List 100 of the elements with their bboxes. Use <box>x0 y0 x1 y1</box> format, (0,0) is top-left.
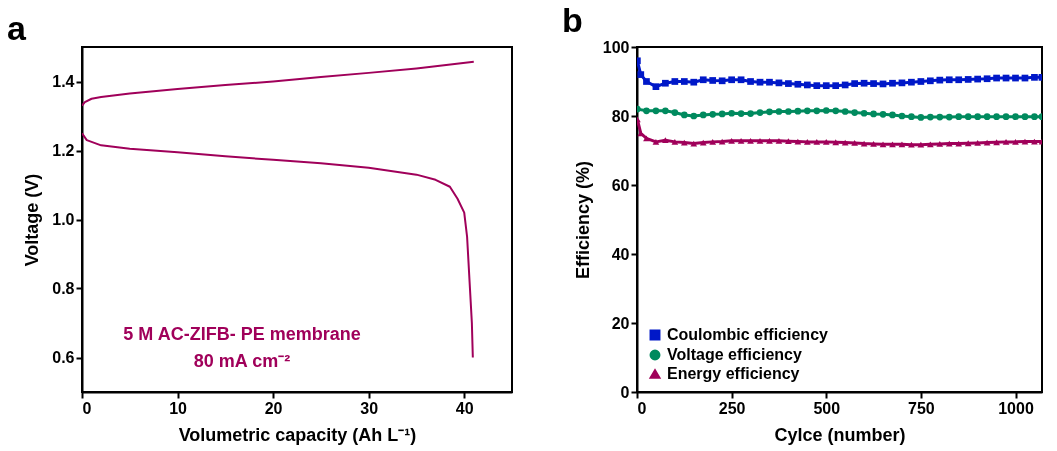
point <box>889 141 896 148</box>
point <box>1002 113 1010 121</box>
point <box>926 77 934 85</box>
point <box>728 137 735 144</box>
point <box>974 140 982 146</box>
point <box>917 141 925 148</box>
point <box>983 113 991 121</box>
point <box>671 78 679 85</box>
y-tick-label: 40 <box>611 245 630 263</box>
point <box>662 107 669 115</box>
point <box>803 81 811 89</box>
point <box>756 78 764 86</box>
x-tick-label: 0 <box>637 399 647 417</box>
point <box>889 79 896 87</box>
point <box>983 75 991 83</box>
point <box>860 140 868 147</box>
annotation: 5 M AC-ZIFB- PE membrane <box>123 324 361 344</box>
point <box>737 76 745 84</box>
point <box>1002 138 1010 145</box>
point <box>680 78 688 85</box>
point <box>690 78 698 86</box>
point <box>851 109 858 116</box>
point <box>822 82 830 89</box>
point <box>803 138 811 145</box>
x-tick-label: 750 <box>908 399 935 417</box>
point <box>775 108 783 115</box>
point <box>699 111 707 119</box>
point <box>766 137 773 144</box>
point <box>1012 138 1019 145</box>
point <box>898 112 906 120</box>
point <box>671 109 679 116</box>
x-axis-title: Volumetric capacity (Ah L⁻¹) <box>178 424 417 445</box>
point <box>851 80 858 87</box>
point <box>993 74 1000 82</box>
point <box>737 137 745 144</box>
y-tick-label: 0.8 <box>52 280 75 297</box>
point <box>917 78 925 85</box>
point <box>747 137 754 144</box>
point <box>775 137 783 144</box>
y-tick-label: 1.4 <box>52 73 75 90</box>
point <box>974 75 982 83</box>
x-tick-label: 10 <box>169 399 188 417</box>
point <box>652 138 660 145</box>
point <box>756 109 764 116</box>
point <box>1021 113 1029 121</box>
x-tick-label: 1000 <box>998 399 1034 417</box>
point <box>841 108 849 115</box>
point <box>671 138 679 145</box>
point <box>709 110 717 118</box>
point <box>785 138 792 145</box>
point <box>747 110 754 117</box>
point <box>1031 74 1038 81</box>
y-tick-label: 0 <box>620 383 630 401</box>
point <box>756 137 764 144</box>
point <box>879 110 887 118</box>
point <box>908 113 915 121</box>
point <box>813 82 821 89</box>
point <box>936 113 944 121</box>
point <box>690 112 698 120</box>
x-axis-title: Cylce (number) <box>774 424 906 445</box>
point <box>803 107 811 115</box>
point <box>860 109 868 117</box>
x-tick-label: 30 <box>360 399 379 417</box>
point <box>832 82 840 89</box>
point <box>945 113 953 121</box>
legend-label: Energy efficiency <box>667 365 800 382</box>
y-axis-title: Voltage (V) <box>22 173 43 267</box>
point <box>851 140 858 146</box>
point <box>690 140 698 147</box>
point <box>728 76 735 84</box>
point <box>813 107 821 115</box>
x-tick-label: 500 <box>813 399 841 417</box>
x-tick-label: 40 <box>455 399 474 417</box>
point <box>822 107 830 114</box>
point <box>974 113 982 121</box>
point <box>747 78 754 85</box>
point <box>964 140 972 147</box>
x-tick-label: 20 <box>264 399 283 417</box>
y-tick-label: 60 <box>611 176 630 194</box>
point <box>832 107 840 115</box>
point <box>926 113 934 121</box>
point <box>955 76 963 84</box>
point <box>908 78 915 86</box>
y-tick-label: 0.6 <box>52 349 75 366</box>
y-tick-label: 100 <box>602 38 630 56</box>
point <box>945 76 953 84</box>
y-axis-title: Efficiency (%) <box>572 160 593 280</box>
point <box>813 138 821 145</box>
point <box>1012 74 1019 82</box>
point <box>993 139 1000 146</box>
line-series <box>82 60 475 107</box>
point <box>955 140 963 147</box>
point <box>652 107 660 115</box>
chart-title: a <box>7 9 27 47</box>
point <box>955 113 963 121</box>
point <box>879 141 887 148</box>
point <box>964 113 972 121</box>
point <box>841 81 849 89</box>
point <box>898 141 906 148</box>
point <box>718 77 726 85</box>
